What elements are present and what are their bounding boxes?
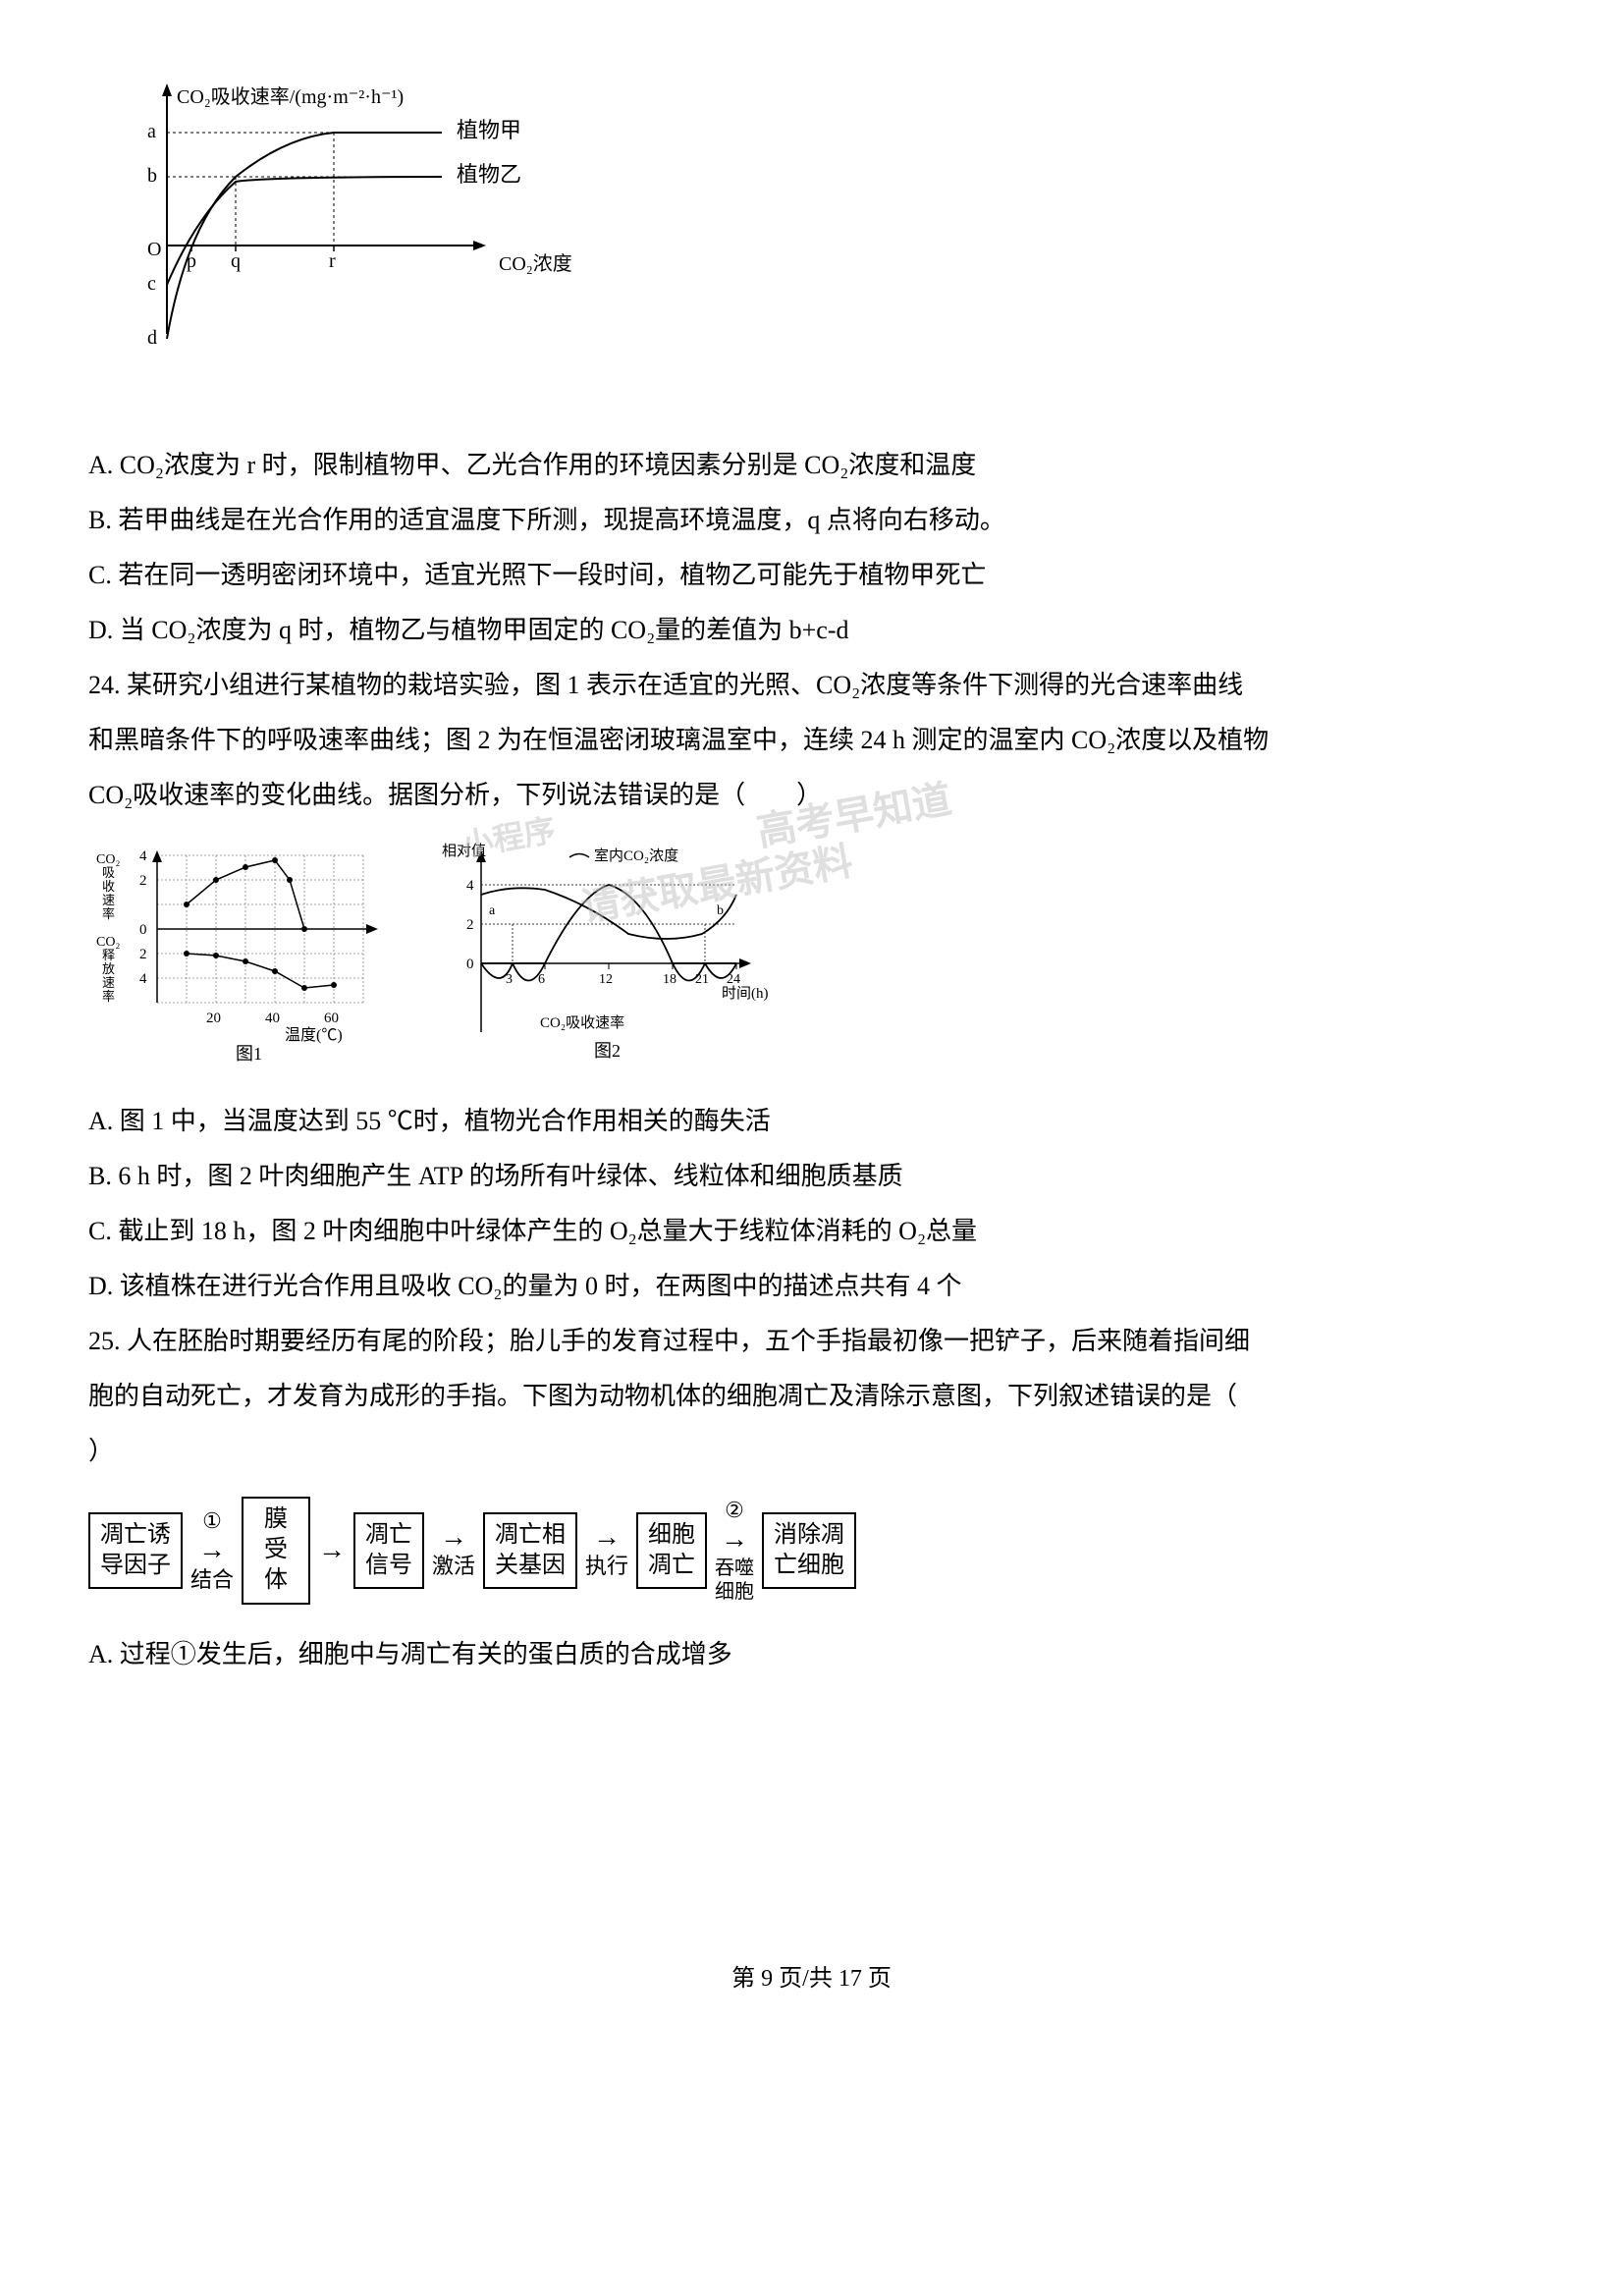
svg-text:b: b <box>147 165 157 187</box>
svg-text:60: 60 <box>324 1011 339 1026</box>
flow-arrow-2: → <box>318 1534 346 1567</box>
q23-option-d: D. 当 CO₂浓度为 q 时，植物乙与植物甲固定的 CO₂量的差值为 b+c-… <box>88 605 1535 656</box>
svg-text:18: 18 <box>663 972 676 987</box>
q24-option-a: A. 图 1 中，当温度达到 55 ℃时，植物光合作用相关的酶失活 <box>88 1096 1535 1147</box>
q24-option-b: B. 6 h 时，图 2 叶肉细胞产生 ATP 的场所有叶绿体、线粒体和细胞质基… <box>88 1151 1535 1202</box>
q24-fig2: 相对值 室内CO₂浓度 4 2 0 6 12 18 24 3 21 时间(h) … <box>432 836 785 1071</box>
q24-stem-3: CO₂吸收速率的变化曲线。据图分析，下列说法错误的是（ ） <box>88 770 1535 821</box>
svg-text:r: r <box>329 250 336 272</box>
q24-fig1: CO₂ 吸 收 速 率 CO₂ 释 放 速 率 4 2 0 2 4 20 40 … <box>88 836 393 1071</box>
svg-text:0: 0 <box>139 922 147 938</box>
svg-text:d: d <box>147 327 157 349</box>
svg-text:图1: 图1 <box>236 1044 262 1064</box>
q25-flowchart: 凋亡诱导因子 ① → 结合 膜受体 → 凋亡信号 → 激活 凋亡相关基因 → 执… <box>88 1497 1535 1605</box>
svg-text:q: q <box>231 250 241 272</box>
svg-text:室内CO₂浓度: 室内CO₂浓度 <box>594 847 678 864</box>
svg-text:2: 2 <box>139 873 147 889</box>
flow-arrow-4: → 执行 <box>585 1521 628 1580</box>
flow-arrow-5: ② → 吞噬细胞 <box>715 1498 754 1604</box>
svg-text:40: 40 <box>265 1011 280 1026</box>
flow-box-6: 消除凋亡细胞 <box>762 1512 856 1589</box>
svg-text:速: 速 <box>102 893 115 907</box>
q24-charts: 高考早知道 请获取最新资料 小程序 CO₂ 吸 收 速 <box>88 836 1535 1071</box>
svg-text:c: c <box>147 273 156 295</box>
svg-text:21: 21 <box>695 972 709 987</box>
flow-arrow-1: ① → 结合 <box>190 1508 234 1593</box>
q23-chart: CO₂吸收速率/(mg·m⁻²·h⁻¹) CO₂浓度 a b O c d p q… <box>108 79 1535 410</box>
q25-stem-3: ） <box>88 1426 1535 1477</box>
svg-text:图2: 图2 <box>594 1041 621 1061</box>
q23-option-a: A. CO₂浓度为 r 时，限制植物甲、乙光合作用的环境因素分别是 CO₂浓度和… <box>88 440 1535 491</box>
flow-box-3: 凋亡信号 <box>353 1512 424 1589</box>
svg-text:b: b <box>717 903 724 918</box>
q25-stem-1: 25. 人在胚胎时期要经历有尾的阶段；胎儿手的发育过程中，五个手指最初像一把铲子… <box>88 1316 1535 1367</box>
svg-text:植物甲: 植物甲 <box>457 118 521 142</box>
svg-text:a: a <box>147 121 156 142</box>
svg-text:相对值: 相对值 <box>442 843 486 859</box>
svg-text:率: 率 <box>102 906 115 921</box>
chart1-ylabel: CO₂吸收速率/(mg·m⁻²·h⁻¹) <box>177 85 404 108</box>
q24-stem-2: 和黑暗条件下的呼吸速率曲线；图 2 为在恒温密闭玻璃温室中，连续 24 h 测定… <box>88 715 1535 766</box>
svg-text:率: 率 <box>102 989 115 1004</box>
svg-text:p: p <box>187 250 196 272</box>
svg-text:4: 4 <box>466 878 474 894</box>
svg-text:时间(h): 时间(h) <box>722 985 769 1002</box>
svg-text:2: 2 <box>139 947 147 962</box>
svg-text:释: 释 <box>102 948 115 962</box>
svg-text:温度(℃): 温度(℃) <box>285 1026 343 1044</box>
svg-text:放: 放 <box>102 961 115 976</box>
svg-text:4: 4 <box>139 848 147 864</box>
flow-box-2: 膜受体 <box>242 1497 310 1605</box>
q25-stem-2: 胞的自动死亡，才发育为成形的手指。下图为动物机体的细胞凋亡及清除示意图，下列叙述… <box>88 1371 1535 1422</box>
svg-text:速: 速 <box>102 975 115 990</box>
chart1-xlabel: CO₂浓度 <box>499 252 572 275</box>
flow-box-5: 细胞凋亡 <box>636 1512 707 1589</box>
q25-option-a: A. 过程①发生后，细胞中与凋亡有关的蛋白质的合成增多 <box>88 1629 1535 1680</box>
svg-text:CO₂吸收速率: CO₂吸收速率 <box>540 1014 624 1031</box>
svg-text:植物乙: 植物乙 <box>457 162 521 187</box>
svg-text:a: a <box>489 903 496 918</box>
svg-text:20: 20 <box>206 1011 221 1026</box>
svg-text:O: O <box>147 239 161 260</box>
svg-text:12: 12 <box>599 972 613 987</box>
flow-box-1: 凋亡诱导因子 <box>88 1512 183 1589</box>
svg-text:4: 4 <box>139 971 147 987</box>
q23-option-c: C. 若在同一透明密闭环境中，适宜光照下一段时间，植物乙可能先于植物甲死亡 <box>88 550 1535 601</box>
q24-stem-1: 24. 某研究小组进行某植物的栽培实验，图 1 表示在适宜的光照、CO₂浓度等条… <box>88 660 1535 711</box>
flow-box-4: 凋亡相关基因 <box>483 1512 577 1589</box>
q24-option-c: C. 截止到 18 h，图 2 叶肉细胞中叶绿体产生的 O₂总量大于线粒体消耗的… <box>88 1206 1535 1257</box>
q23-option-b: B. 若甲曲线是在光合作用的适宜温度下所测，现提高环境温度，q 点将向右移动。 <box>88 495 1535 546</box>
q24-option-d: D. 该植株在进行光合作用且吸收 CO₂的量为 0 时，在两图中的描述点共有 4… <box>88 1261 1535 1312</box>
svg-text:收: 收 <box>102 879 115 894</box>
svg-text:吸: 吸 <box>102 865 115 880</box>
svg-text:0: 0 <box>466 957 474 972</box>
page-footer: 第 9 页/共 17 页 <box>88 1955 1535 2002</box>
svg-text:2: 2 <box>466 917 474 933</box>
flow-arrow-3: → 激活 <box>432 1521 475 1580</box>
